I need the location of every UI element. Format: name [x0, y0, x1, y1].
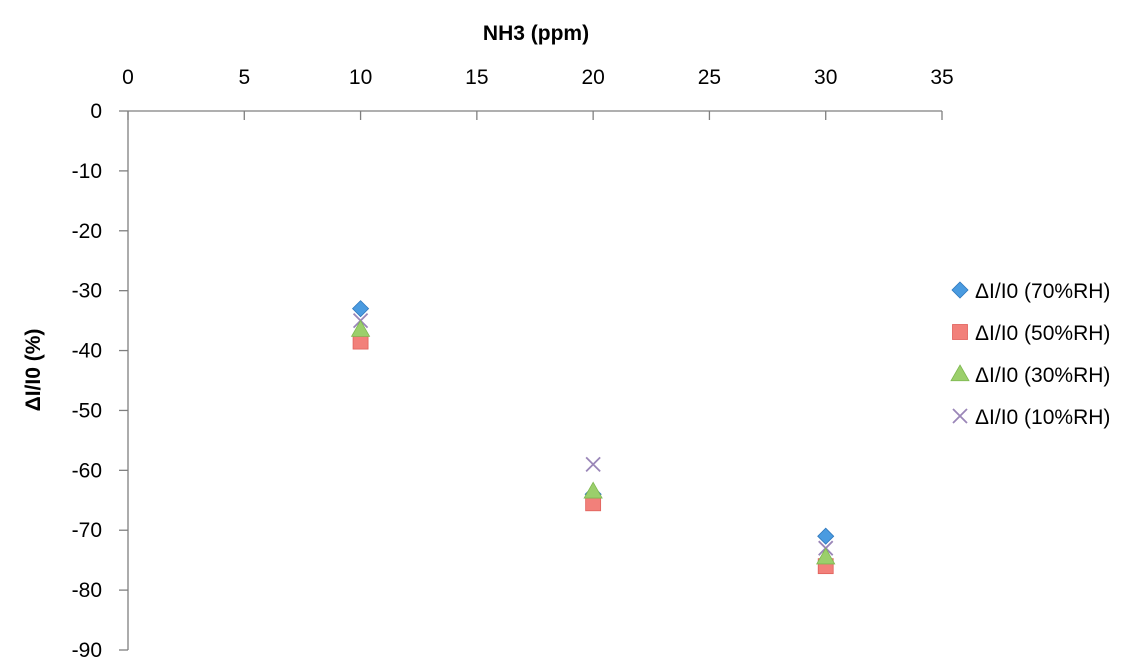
legend-label: ΔI/I0 (30%RH) [975, 364, 1110, 387]
data-points [350, 300, 836, 575]
axes: 0 5 10 15 20 25 30 35 0 -10 -20 -30 -40 -50 -60 -70 -80 -… [72, 66, 954, 662]
legend-marker-triangle [950, 364, 970, 382]
legend-label: ΔI/I0 (70%RH) [975, 280, 1110, 303]
data-point-diamond [817, 527, 835, 545]
legend: ΔI/I0 (70%RH) ΔI/I0 (50%RH) ΔI/I0 (30%RH) Δ… [950, 280, 1110, 429]
x-tick-label: 10 [349, 66, 372, 89]
data-point-x [585, 456, 601, 472]
legend-marker-square [952, 324, 968, 340]
x-tick-label: 5 [238, 66, 250, 89]
legend-label: ΔI/I0 (10%RH) [975, 406, 1110, 429]
data-point-triangle [350, 319, 371, 337]
x-tick-label: 20 [581, 66, 604, 89]
x-tick-label: 35 [930, 66, 953, 89]
x-axis-title: NH3 (ppm) [483, 22, 589, 45]
data-point-triangle [816, 547, 836, 565]
legend-label: ΔI/I0 (50%RH) [975, 322, 1110, 345]
legend-marker-diamond [951, 281, 969, 299]
y-tick-label: -10 [72, 160, 102, 183]
y-tick-label: -70 [72, 519, 102, 542]
y-axis-title: ΔI/I0 (%) [22, 329, 45, 412]
y-tick-label: -30 [72, 280, 102, 303]
y-tick-label: -50 [72, 399, 102, 422]
y-tick-label: -20 [72, 220, 102, 243]
y-tick-label: -80 [72, 579, 102, 602]
y-tick-label: -40 [72, 340, 102, 363]
x-tick-label: 0 [122, 66, 134, 89]
y-tick-label: 0 [90, 100, 102, 123]
data-point-triangle [583, 481, 603, 499]
legend-marker-x [952, 408, 968, 424]
data-point-diamond [352, 300, 370, 318]
x-tick-label: 30 [814, 66, 837, 89]
x-tick-label: 25 [698, 66, 721, 89]
y-tick-label: -60 [72, 459, 102, 482]
x-tick-label: 15 [465, 66, 488, 89]
y-tick-label: -90 [72, 639, 102, 662]
